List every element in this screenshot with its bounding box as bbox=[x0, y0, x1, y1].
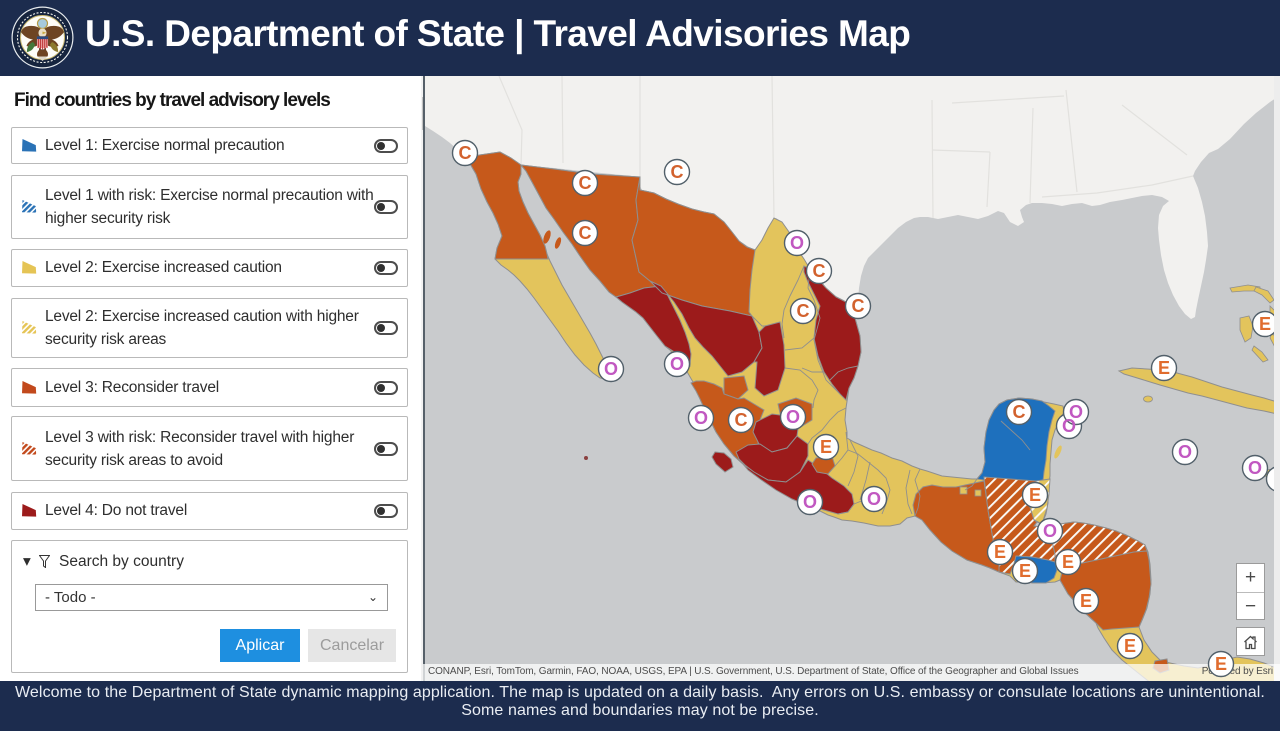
svg-text:C: C bbox=[852, 296, 865, 316]
svg-text:E: E bbox=[1019, 561, 1031, 581]
svg-text:O: O bbox=[790, 233, 804, 253]
svg-text:E: E bbox=[1029, 485, 1041, 505]
svg-text:E: E bbox=[1158, 358, 1170, 378]
svg-text:O: O bbox=[694, 408, 708, 428]
svg-text:C: C bbox=[579, 173, 592, 193]
svg-text:O: O bbox=[604, 359, 618, 379]
svg-text:E: E bbox=[1080, 591, 1092, 611]
svg-text:O: O bbox=[670, 354, 684, 374]
svg-text:O: O bbox=[1178, 442, 1192, 462]
svg-text:C: C bbox=[671, 162, 684, 182]
svg-text:E: E bbox=[820, 437, 832, 457]
svg-text:E: E bbox=[1215, 654, 1227, 674]
svg-text:E: E bbox=[1259, 314, 1271, 334]
svg-text:C: C bbox=[735, 410, 748, 430]
svg-text:C: C bbox=[797, 301, 810, 321]
svg-text:C: C bbox=[813, 261, 826, 281]
svg-text:C: C bbox=[1013, 402, 1026, 422]
svg-text:E: E bbox=[1124, 636, 1136, 656]
svg-text:O: O bbox=[1069, 402, 1083, 422]
svg-text:O: O bbox=[1248, 458, 1262, 478]
svg-text:O: O bbox=[786, 407, 800, 427]
svg-text:O: O bbox=[803, 492, 817, 512]
svg-text:E: E bbox=[1062, 552, 1074, 572]
svg-text:O: O bbox=[1062, 416, 1076, 436]
svg-text:E: E bbox=[994, 542, 1006, 562]
svg-text:O: O bbox=[867, 489, 881, 509]
svg-text:C: C bbox=[579, 223, 592, 243]
svg-text:O: O bbox=[1043, 521, 1057, 541]
svg-text:C: C bbox=[459, 143, 472, 163]
